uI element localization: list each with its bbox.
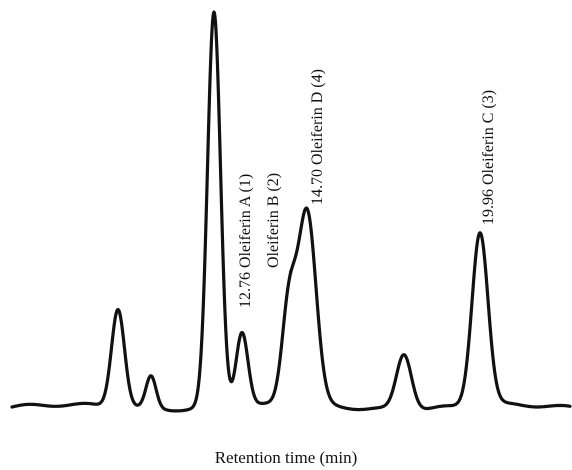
peak-label-oleiferin-c: 19.96 Oleiferin C (3) <box>480 90 497 225</box>
annotation-line-oleiferin-b <box>284 269 291 304</box>
peak-label-oleiferin-b: Oleiferin B (2) <box>265 173 282 268</box>
peak-label-oleiferin-a: 12.76 Oleiferin A (1) <box>237 174 254 308</box>
x-axis-label: Retention time (min) <box>215 448 358 467</box>
peak-label-oleiferin-d: 14.70 Oleiferin D (4) <box>309 69 326 205</box>
chromatogram-trace <box>10 10 572 413</box>
